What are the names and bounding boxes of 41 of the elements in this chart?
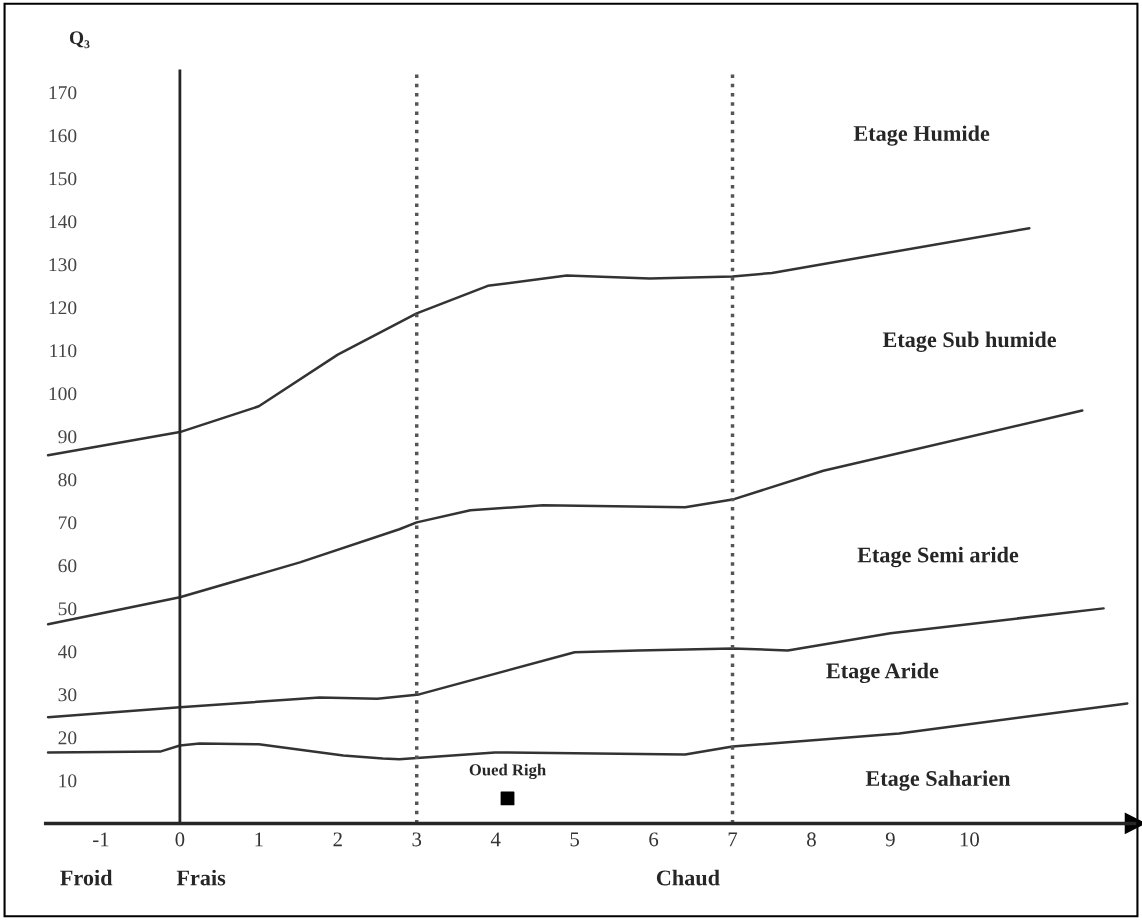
y-tick-label: 50 xyxy=(58,602,77,616)
y-tick-label: 30 xyxy=(58,688,77,702)
x-tick-label: 3 xyxy=(412,832,422,847)
y-tick-label: 160 xyxy=(49,129,77,143)
text: Froid xyxy=(60,869,113,886)
y-tick-label: 110 xyxy=(50,344,77,358)
series-label: Oued Righ xyxy=(469,763,546,780)
x-tick-label: 8 xyxy=(807,832,816,847)
y-tick-label: 40 xyxy=(58,645,77,659)
annotation: Etage Aride xyxy=(826,662,939,684)
line-series xyxy=(46,702,1129,761)
y-tick-label: 140 xyxy=(49,215,77,229)
x-tick-label: -1 xyxy=(93,832,109,847)
y-tick-label: 90 xyxy=(58,430,77,444)
x-tick-label: 0 xyxy=(175,832,185,847)
y-tick-label: 80 xyxy=(58,473,77,487)
y-tick-label: 60 xyxy=(58,559,77,573)
text: Chaud xyxy=(656,869,720,886)
y-tick-label: 120 xyxy=(49,301,77,315)
y-axis-title: Q₃ xyxy=(69,31,90,49)
x-tick-label: 2 xyxy=(333,832,342,847)
annotation: Etage Saharien xyxy=(865,770,1011,791)
line-series xyxy=(46,409,1084,626)
y-tick-label: 100 xyxy=(49,387,77,401)
y-tick-label: 130 xyxy=(49,258,77,272)
annotation: Etage Humide xyxy=(853,125,990,146)
x-tick-label: 1 xyxy=(255,832,263,847)
x-tick-label: 4 xyxy=(490,832,501,847)
text: Frais xyxy=(176,869,226,886)
x-tick-label: 10 xyxy=(960,832,979,847)
x-tick-label: 7 xyxy=(728,832,738,847)
y-tick-label: 20 xyxy=(58,731,77,745)
x-tick-label: 6 xyxy=(649,832,659,847)
y-tick-label: 170 xyxy=(49,86,77,100)
y-tick-label: 70 xyxy=(58,516,77,530)
annotation: Etage Semi aride xyxy=(857,546,1019,568)
y-tick-label: 10 xyxy=(59,774,77,788)
annotation: Etage Sub humide xyxy=(882,331,1057,352)
x-tick-label: 5 xyxy=(570,832,580,847)
x-tick-label: 9 xyxy=(885,832,895,847)
y-tick-label: 150 xyxy=(49,172,77,186)
